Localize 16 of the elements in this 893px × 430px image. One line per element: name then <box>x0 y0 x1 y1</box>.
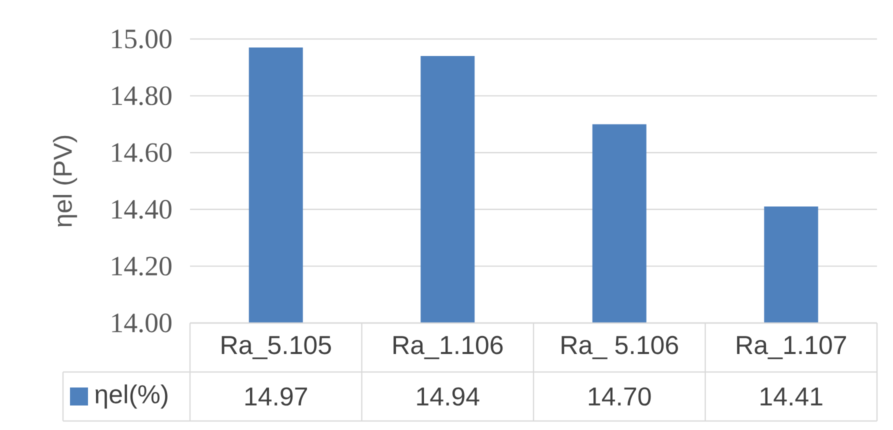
data-label: 14.41 <box>760 388 822 406</box>
data-label: 14.94 <box>417 387 480 406</box>
data-label: 14.70 <box>588 387 651 406</box>
y-tick-label: 14.80 <box>112 86 172 106</box>
data-label: 14.97 <box>245 387 307 406</box>
x-tick-label: Ra_1.107 <box>737 336 846 360</box>
x-tick-label: Ra_5.105 <box>222 336 331 360</box>
y-tick-label: 14.00 <box>112 314 172 332</box>
x-tick-label: Ra_1.106 <box>394 336 503 360</box>
y-tick-label: 14.40 <box>112 200 172 219</box>
y-tick-label: 15.00 <box>112 30 172 48</box>
x-tick-label: Ra_ 5.106 <box>562 336 678 360</box>
y-tick-label: 14.20 <box>112 256 172 276</box>
y-axis-title: ηel (PV) <box>52 136 78 226</box>
legend-label: ηel(%) <box>96 384 168 409</box>
y-tick-label: 14.60 <box>112 143 172 162</box>
